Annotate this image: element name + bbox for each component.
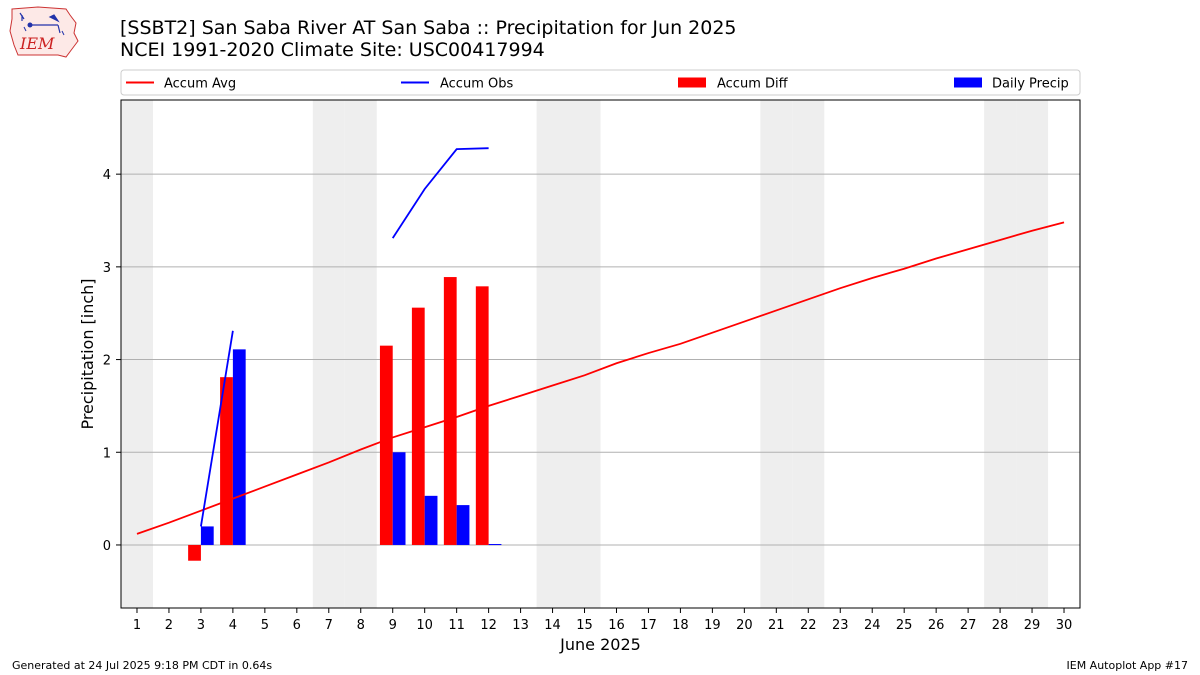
x-tick-label: 13 xyxy=(512,618,529,633)
x-tick-label: 26 xyxy=(928,618,945,633)
daily-precip-bar xyxy=(392,452,406,545)
x-tick-label: 7 xyxy=(325,618,333,633)
x-tick-label: 10 xyxy=(416,618,433,633)
y-tick-label: 2 xyxy=(103,354,111,369)
x-tick-label: 27 xyxy=(960,618,977,633)
y-tick-label: 0 xyxy=(103,539,111,554)
x-tick-label: 19 xyxy=(704,618,721,633)
legend-accum-diff-label: Accum Diff xyxy=(717,77,789,92)
x-tick-label: 14 xyxy=(544,618,561,633)
iem-logo: IEM xyxy=(9,6,79,58)
generated-timestamp: Generated at 24 Jul 2025 9:18 PM CDT in … xyxy=(12,659,273,672)
daily-precip-bar xyxy=(456,505,470,545)
legend: Accum Avg Accum Obs Accum Diff Daily Precip xyxy=(120,69,1081,96)
accum-obs-line xyxy=(200,330,234,527)
accum-avg-line xyxy=(136,221,1065,535)
accum-diff-bar xyxy=(379,345,393,545)
legend-frame xyxy=(120,69,1081,96)
legend-daily-precip-swatch xyxy=(954,77,982,88)
x-tick-label: 15 xyxy=(576,618,593,633)
x-tick-label: 16 xyxy=(608,618,625,633)
x-axis-label: June 2025 xyxy=(559,635,641,654)
grid-lines xyxy=(121,173,1080,546)
x-tick-label: 5 xyxy=(261,618,269,633)
weekend-band xyxy=(984,100,1017,608)
x-tick-label: 17 xyxy=(640,618,657,633)
daily-precip-bar xyxy=(488,544,502,546)
x-tick-label: 20 xyxy=(736,618,753,633)
x-tick-label: 11 xyxy=(448,618,465,633)
accum-diff-bar xyxy=(188,544,201,561)
weekend-band xyxy=(1016,100,1049,608)
weekend-band xyxy=(792,100,825,608)
weekend-band xyxy=(760,100,793,608)
x-tick-label: 12 xyxy=(480,618,497,633)
weekend-band xyxy=(536,100,569,608)
y-tick-label: 3 xyxy=(103,261,111,276)
accum-diff-bar xyxy=(475,286,489,545)
iem-logo-text: IEM xyxy=(19,34,55,53)
weekend-shading xyxy=(121,100,1049,608)
chart-subtitle: NCEI 1991-2020 Climate Site: USC00417994 xyxy=(120,39,545,61)
daily-precip-bar xyxy=(232,349,246,545)
x-tick-label: 25 xyxy=(896,618,913,633)
x-tick-label: 9 xyxy=(389,618,397,633)
x-tick-label: 18 xyxy=(672,618,689,633)
line-marks xyxy=(136,147,1065,535)
legend-accum-diff-swatch xyxy=(678,77,706,88)
bar-marks xyxy=(188,277,502,561)
legend-daily-precip-label: Daily Precip xyxy=(992,77,1069,92)
daily-precip-bar xyxy=(424,495,438,545)
y-axis-label: Precipitation [inch] xyxy=(78,278,97,429)
daily-precip-bar xyxy=(200,526,214,545)
x-tick-label: 22 xyxy=(800,618,817,633)
chart-title: [SSBT2] San Saba River AT San Saba :: Pr… xyxy=(120,17,737,39)
weekend-band xyxy=(121,100,153,608)
legend-accum-obs-label: Accum Obs xyxy=(440,77,513,92)
x-tick-label: 24 xyxy=(864,618,881,633)
accum-diff-bar xyxy=(411,307,425,545)
x-tick-label: 21 xyxy=(768,618,785,633)
x-tick-label: 28 xyxy=(992,618,1009,633)
x-tick-label: 30 xyxy=(1056,618,1073,633)
weekend-band xyxy=(344,100,377,608)
weekend-band xyxy=(568,100,601,608)
app-credit: IEM Autoplot App #17 xyxy=(1066,659,1189,672)
x-tick-label: 1 xyxy=(133,618,141,633)
legend-accum-avg-label: Accum Avg xyxy=(164,77,236,92)
x-tick-label: 3 xyxy=(197,618,205,633)
x-tick-label: 6 xyxy=(293,618,301,633)
x-tick-label: 23 xyxy=(832,618,849,633)
x-tick-label: 8 xyxy=(357,618,365,633)
x-tick-label: 4 xyxy=(229,618,237,633)
accum-diff-bar xyxy=(443,277,457,545)
y-tick-label: 4 xyxy=(103,168,111,183)
plot-frame xyxy=(120,99,1081,609)
y-tick-label: 1 xyxy=(103,446,111,461)
weekend-band xyxy=(312,100,345,608)
x-tick-label: 29 xyxy=(1024,618,1041,633)
accum-obs-line xyxy=(391,147,489,239)
x-tick-label: 2 xyxy=(165,618,173,633)
